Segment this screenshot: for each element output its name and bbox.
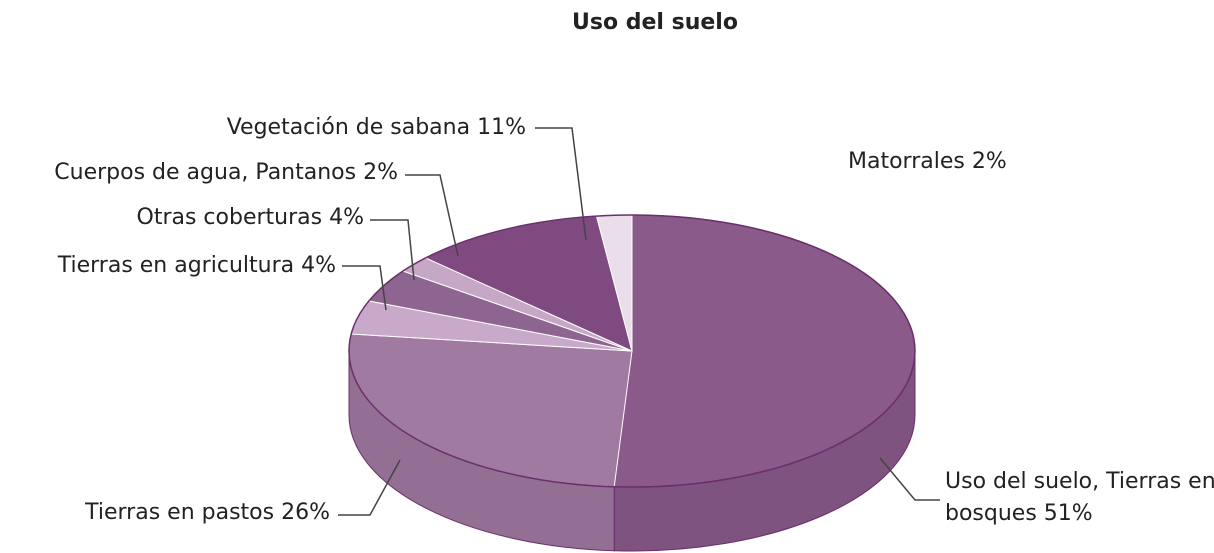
category-name: Tierras en agricultura	[57, 253, 295, 278]
leader-line	[338, 459, 401, 516]
value-label: 2%	[363, 160, 398, 185]
leader-line	[342, 265, 387, 311]
category-name: Tierras en pastos	[85, 500, 275, 525]
category-name: Cuerpos de agua, Pantanos	[54, 160, 357, 185]
category-name: Otras coberturas	[136, 205, 323, 230]
leader-line	[370, 219, 415, 281]
value-label: 26%	[281, 500, 330, 525]
value-label: 11%	[477, 115, 526, 140]
slice-label: Cuerpos de agua, Pantanos 2%	[54, 157, 398, 189]
slice-label: Matorrales 2%	[848, 146, 1007, 178]
slice-label: Tierras en agricultura 4%	[58, 250, 336, 282]
value-label: 51%	[1043, 501, 1093, 526]
chart-title: Uso del suelo	[572, 10, 738, 35]
value-label: 4%	[301, 253, 336, 278]
slice-label: Otras coberturas 4%	[137, 202, 365, 234]
leader-line	[535, 127, 587, 241]
category-name: Vegetación de sabana	[226, 115, 471, 140]
category-name: Matorrales	[848, 149, 965, 174]
value-label: 4%	[329, 205, 364, 230]
leader-line	[879, 457, 940, 501]
slice-label: Tierras en pastos 26%	[85, 497, 330, 529]
pie-rim	[348, 214, 916, 488]
leader-line	[405, 174, 459, 257]
slice-label: Vegetación de sabana 11%	[227, 112, 526, 144]
slice-label: Uso del suelo, Tierras en bosques 51%	[945, 466, 1214, 530]
value-label: 2%	[971, 149, 1007, 174]
category-name: Uso del suelo, Tierras en bosques	[945, 469, 1214, 526]
